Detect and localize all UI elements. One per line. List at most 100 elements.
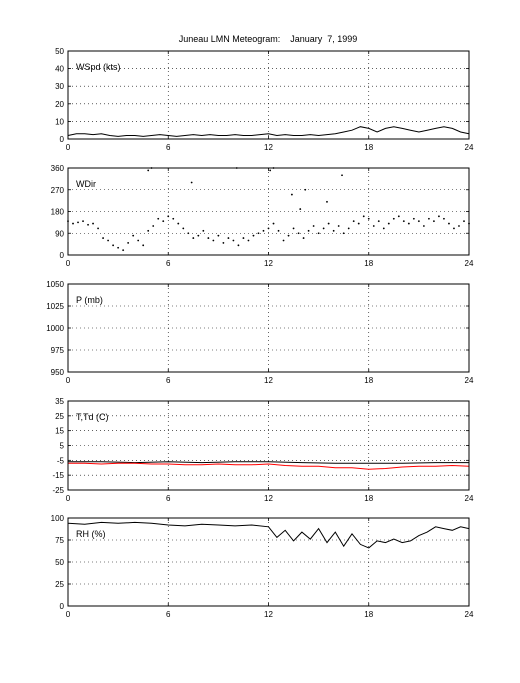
panel-5: 0 6 12 18 24 0 25 50 75 100 RH (%): [51, 514, 474, 619]
data-point: [392, 217, 395, 220]
data-point: [377, 220, 380, 223]
data-point: [127, 242, 130, 244]
data-point: [428, 217, 430, 220]
data-point: [448, 222, 450, 225]
x-tick-label: 18: [364, 610, 373, 619]
y-tick-label: 1000: [46, 324, 64, 333]
panel-label: P (mb): [76, 295, 103, 305]
data-point: [387, 222, 390, 225]
data-point: [372, 225, 375, 227]
data-point: [257, 232, 260, 235]
x-tick-label: 24: [465, 259, 474, 268]
data-point: [422, 225, 425, 227]
data-point: [112, 244, 115, 247]
data-point: [157, 217, 160, 220]
x-tick-label: 24: [465, 376, 474, 385]
panel-3: 0 6 12 18 24 950 975 1000 1025 1050 P (mb): [46, 280, 474, 385]
y-tick-label: 180: [51, 208, 65, 217]
y-tick-label: 1025: [46, 302, 64, 311]
panel-4: 0 6 12 18 24 -25 -15 -5 5 15 25 35 T,Td (C): [52, 397, 474, 503]
data-point: [357, 222, 360, 225]
data-point: [147, 169, 150, 172]
x-tick-label: 6: [166, 259, 171, 268]
series-line-1: [67, 126, 470, 137]
data-point: [227, 237, 230, 239]
y-tick-label: 10: [55, 117, 64, 126]
data-point: [367, 217, 370, 220]
data-point: [102, 237, 104, 239]
y-tick-label: 20: [55, 100, 64, 109]
data-point: [212, 239, 215, 242]
data-point: [269, 169, 272, 172]
series-line-1: [67, 521, 470, 549]
data-point: [337, 225, 340, 227]
data-point: [282, 239, 285, 242]
y-tick-label: 0: [60, 602, 65, 611]
data-point: [177, 222, 180, 225]
data-point: [122, 249, 125, 252]
data-point: [402, 220, 405, 223]
data-point: [352, 220, 355, 223]
data-point: [317, 232, 320, 235]
x-tick-label: 12: [264, 494, 273, 503]
data-point: [342, 232, 345, 235]
x-tick-label: 24: [465, 494, 474, 503]
x-tick-label: 12: [264, 610, 273, 619]
y-tick-label: -15: [52, 471, 64, 480]
data-point: [347, 227, 350, 230]
y-tick-label: 25: [55, 580, 64, 589]
x-tick-label: 0: [66, 610, 71, 619]
data-point: [290, 193, 293, 196]
x-tick-label: 0: [66, 494, 71, 503]
x-tick-label: 18: [364, 494, 373, 503]
y-tick-label: 35: [55, 397, 64, 406]
data-point: [72, 222, 74, 225]
panel-label: WSpd (kts): [76, 62, 121, 72]
data-point: [312, 225, 315, 227]
panel-label: RH (%): [76, 529, 106, 539]
y-tick-label: 40: [55, 65, 64, 74]
data-point: [463, 220, 465, 223]
data-point: [92, 222, 94, 225]
x-tick-label: 6: [166, 610, 171, 619]
data-point: [458, 225, 460, 227]
data-point: [77, 221, 79, 224]
x-tick-label: 24: [465, 143, 474, 152]
y-tick-label: 15: [55, 427, 64, 436]
data-point: [137, 239, 140, 242]
y-tick-label: 50: [55, 558, 64, 567]
y-tick-label: 75: [55, 536, 64, 545]
data-point: [97, 227, 99, 230]
data-point: [272, 222, 275, 225]
data-point: [192, 237, 195, 239]
data-point: [302, 237, 305, 239]
x-tick-label: 6: [166, 494, 171, 503]
data-point: [207, 237, 210, 239]
y-tick-label: 50: [55, 47, 64, 56]
data-point: [307, 229, 310, 232]
x-tick-label: 0: [66, 259, 71, 268]
x-tick-label: 18: [364, 376, 373, 385]
data-point: [407, 222, 410, 225]
panel-label: WDir: [76, 179, 96, 189]
data-point: [82, 220, 84, 223]
data-point: [332, 229, 335, 232]
data-point: [397, 215, 400, 218]
data-point: [132, 234, 135, 237]
x-tick-label: 12: [264, 376, 273, 385]
y-tick-label: 1050: [46, 280, 64, 289]
data-point: [304, 188, 307, 191]
data-point: [433, 220, 435, 223]
y-tick-label: -5: [57, 456, 65, 465]
data-point: [242, 237, 245, 239]
data-point: [327, 222, 330, 225]
series-line-1: [68, 461, 469, 464]
y-tick-label: 0: [60, 135, 65, 144]
data-point: [87, 223, 89, 226]
y-tick-label: 5: [60, 442, 65, 451]
x-tick-label: 18: [364, 259, 373, 268]
y-tick-label: 0: [60, 251, 65, 260]
y-tick-label: 90: [55, 229, 64, 238]
data-point: [382, 227, 385, 230]
